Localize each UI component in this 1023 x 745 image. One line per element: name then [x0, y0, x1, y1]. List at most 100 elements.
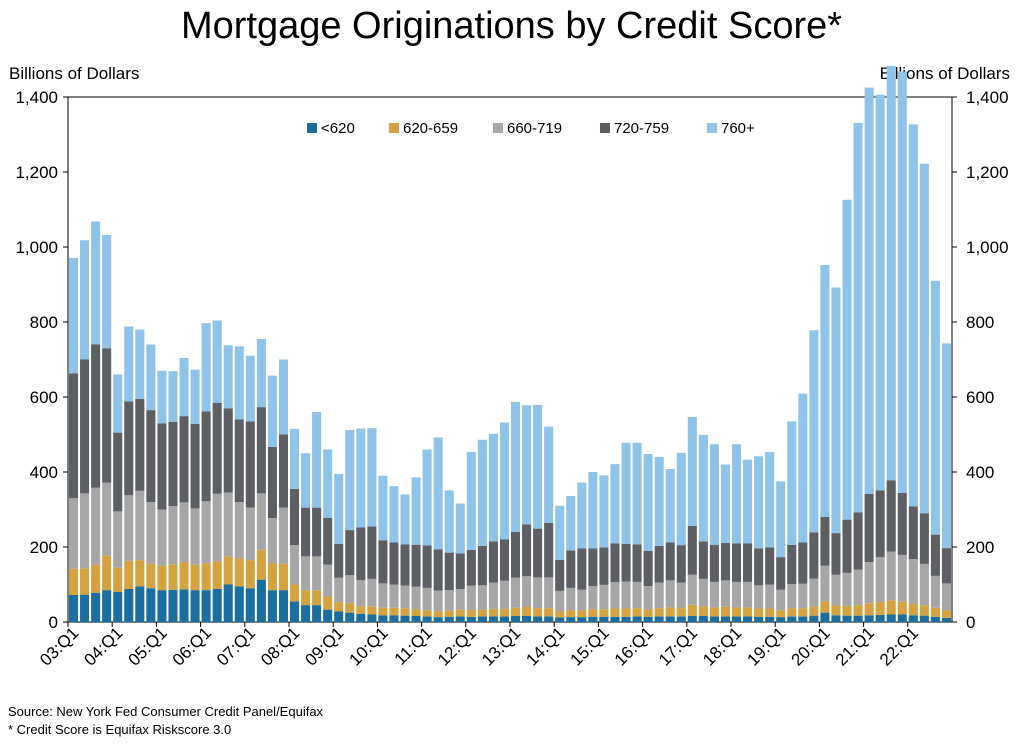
bar-segment-4-11-Q3 [444, 552, 454, 591]
bar-segment-5-05-Q1 [157, 370, 167, 424]
right-axis-unit: Billions of Dollars [879, 64, 1010, 83]
bar-segment-1-17-Q2 [698, 616, 708, 622]
bar-segment-5-18-Q4 [765, 452, 775, 548]
bar-segment-4-15-Q3 [621, 544, 631, 582]
bar-segment-5-10-Q1 [378, 475, 388, 541]
bar-segment-3-07-Q4 [278, 507, 288, 564]
x-tick-label: 19:Q1 [743, 623, 789, 669]
bar-segment-5-21-Q2 [875, 94, 885, 491]
bars-group [68, 65, 951, 623]
bar-segment-2-17-Q1 [687, 604, 697, 616]
bar-segment-3-06-Q1 [201, 501, 211, 564]
bar-segment-5-07-Q3 [267, 375, 277, 447]
bar-segment-1-05-Q2 [168, 589, 178, 622]
legend-label: 720-759 [614, 120, 669, 137]
bar-segment-2-05-Q1 [157, 565, 167, 591]
bar-segment-1-07-Q1 [245, 588, 255, 622]
bar-segment-2-08-Q2 [301, 590, 311, 606]
bar-segment-2-11-Q1 [422, 610, 432, 617]
bar-segment-1-08-Q2 [301, 605, 311, 623]
bar-segment-5-09-Q3 [356, 428, 366, 528]
bar-segment-1-05-Q4 [190, 590, 200, 623]
bar-segment-1-20-Q1 [820, 612, 830, 623]
legend-swatch [493, 123, 503, 133]
bar-segment-2-06-Q2 [212, 561, 222, 589]
x-tick-label: 22:Q1 [876, 623, 922, 669]
bar-segment-4-18-Q3 [754, 548, 764, 586]
bar-segment-3-18-Q1 [731, 581, 742, 608]
bar-segment-2-03-Q3 [91, 564, 101, 593]
bar-segment-4-21-Q4 [897, 493, 907, 555]
bar-segment-5-14-Q2 [566, 496, 576, 551]
bar-segment-3-03-Q1 [68, 498, 79, 569]
bar-segment-4-19-Q2 [787, 544, 797, 585]
bar-segment-4-18-Q4 [765, 547, 775, 585]
bar-segment-5-19-Q3 [798, 393, 808, 543]
bar-segment-2-12-Q3 [488, 608, 498, 617]
bar-segment-3-03-Q3 [91, 487, 101, 565]
bar-segment-3-07-Q2 [256, 493, 266, 550]
bar-segment-4-06-Q3 [223, 408, 233, 493]
bar-segment-3-16-Q4 [676, 582, 686, 609]
bar-segment-3-12-Q3 [488, 582, 498, 609]
bar-segment-5-06-Q1 [201, 323, 211, 412]
bar-segment-5-11-Q1 [422, 449, 432, 546]
bar-segment-4-08-Q2 [301, 507, 311, 557]
bar-segment-4-21-Q1 [864, 493, 874, 562]
bar-segment-4-06-Q2 [212, 403, 222, 494]
bar-segment-1-16-Q2 [654, 616, 664, 623]
bar-segment-3-04-Q1 [113, 511, 123, 568]
bar-segment-3-17-Q1 [687, 574, 697, 605]
bar-segment-3-07-Q1 [245, 507, 255, 561]
bar-segment-3-10-Q2 [389, 584, 399, 608]
bar-segment-2-19-Q1 [776, 610, 786, 618]
bar-segment-3-13-Q3 [533, 577, 543, 609]
bar-segment-3-18-Q2 [743, 581, 753, 608]
bar-segment-3-10-Q1 [378, 583, 388, 608]
bar-segment-2-05-Q4 [190, 564, 200, 591]
bar-segment-1-03-Q2 [80, 594, 90, 623]
bar-segment-5-20-Q1 [820, 265, 830, 517]
bar-segment-3-09-Q3 [356, 580, 366, 607]
x-tick-label: 08:Q1 [257, 623, 303, 669]
bar-segment-2-21-Q4 [897, 601, 907, 615]
bar-segment-1-10-Q2 [389, 615, 399, 622]
bar-segment-3-13-Q1 [510, 577, 521, 608]
bar-segment-2-03-Q4 [102, 555, 112, 591]
bar-segment-4-09-Q1 [334, 544, 344, 578]
bar-segment-5-08-Q4 [323, 449, 333, 518]
bar-segment-5-04-Q1 [113, 374, 123, 433]
bar-segment-2-18-Q1 [731, 607, 742, 617]
bar-segment-2-13-Q4 [544, 608, 554, 617]
bar-segment-5-04-Q4 [146, 344, 156, 411]
bar-segment-1-14-Q2 [566, 617, 576, 623]
bar-segment-4-20-Q4 [853, 512, 863, 570]
bar-segment-5-07-Q2 [256, 338, 266, 408]
bar-segment-4-09-Q2 [345, 530, 355, 576]
bar-segment-2-22-Q2 [919, 605, 929, 616]
bar-segment-2-10-Q3 [400, 608, 410, 616]
bar-segment-2-16-Q3 [665, 607, 675, 617]
bar-segment-4-05-Q4 [190, 424, 200, 509]
y-tick-label-right: 600 [966, 388, 994, 407]
bar-segment-3-11-Q1 [422, 587, 432, 611]
bar-segment-5-08-Q2 [301, 453, 311, 508]
bar-segment-2-15-Q1 [599, 609, 609, 617]
bar-segment-2-21-Q3 [886, 600, 896, 615]
bar-segment-3-22-Q3 [930, 575, 940, 608]
bar-segment-5-19-Q4 [809, 330, 819, 533]
bar-segment-4-15-Q2 [610, 543, 620, 583]
x-tick-label: 07:Q1 [213, 623, 259, 669]
bar-segment-5-20-Q2 [831, 287, 841, 534]
bar-segment-5-07-Q4 [278, 359, 288, 435]
x-tick-label: 04:Q1 [80, 623, 126, 669]
bar-segment-3-12-Q4 [499, 580, 509, 609]
bar-segment-3-16-Q3 [665, 580, 675, 608]
x-tick-label: 16:Q1 [611, 623, 657, 669]
bar-segment-1-13-Q4 [544, 616, 554, 623]
bar-segment-3-19-Q2 [787, 584, 797, 609]
bar-segment-2-18-Q2 [743, 607, 753, 617]
bar-segment-2-22-Q4 [941, 610, 951, 618]
bar-segment-3-11-Q4 [455, 589, 465, 610]
bar-segment-5-03-Q1 [68, 257, 79, 374]
